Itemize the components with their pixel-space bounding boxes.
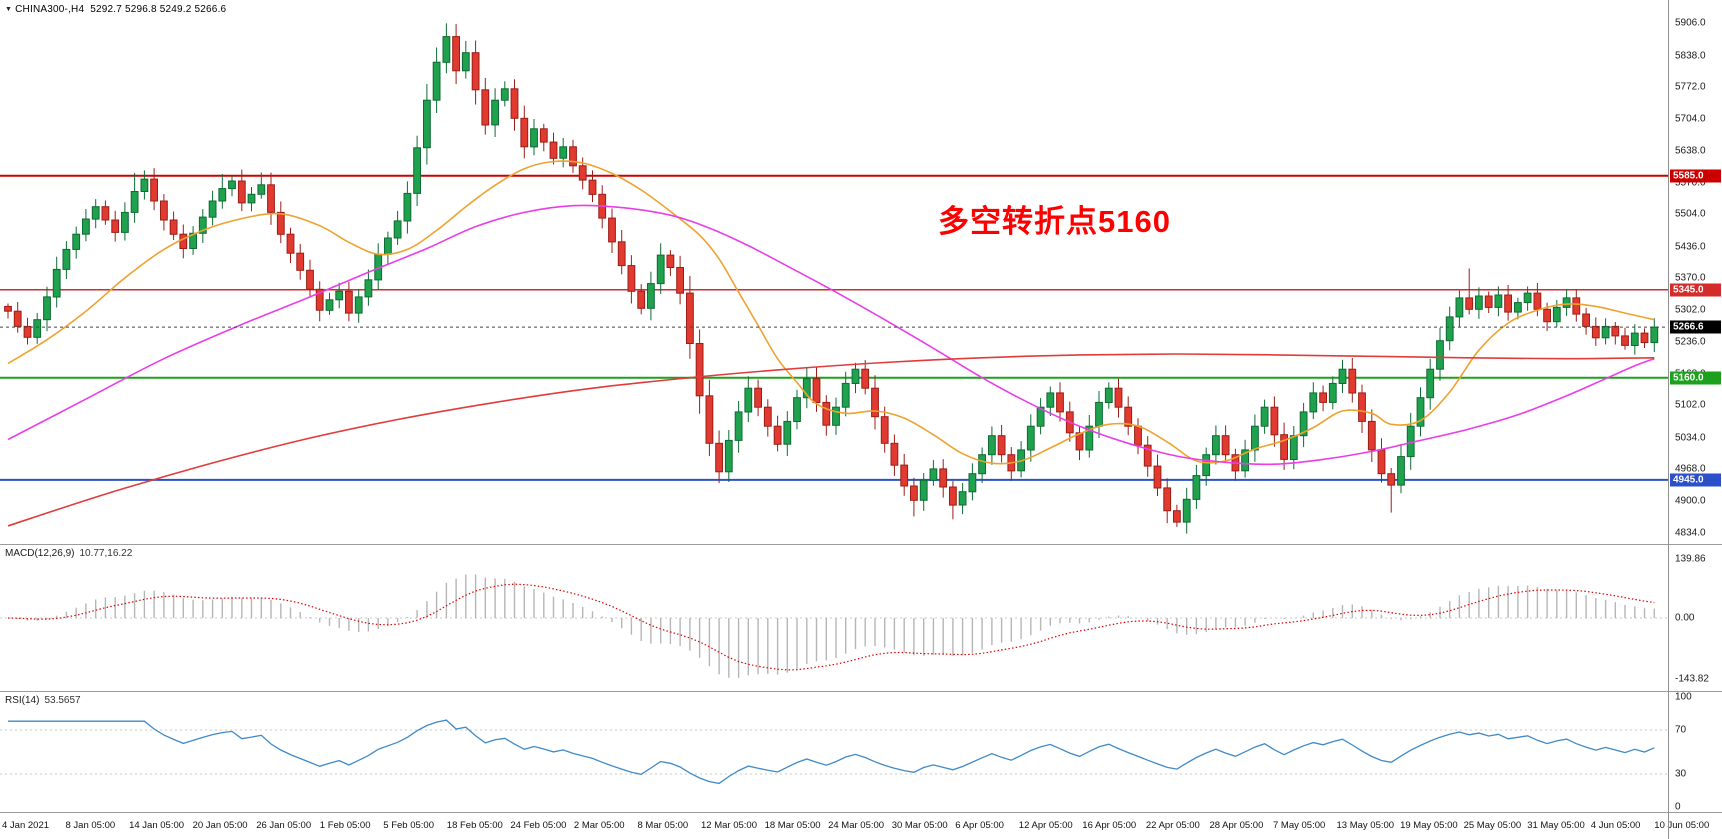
price-axis-label: 4968.0 xyxy=(1675,463,1706,475)
rsi-panel: RSI(14) 53.5657 100 70 30 0 xyxy=(0,692,1722,813)
macd-values: 10.77,16.22 xyxy=(79,548,133,559)
rsi-level-lines xyxy=(0,729,1668,775)
time-axis-label: 7 May 05:00 xyxy=(1273,820,1326,831)
main-chart-panel: ▼ CHINA300-,H4 5292.7 5296.8 5249.2 5266.6… xyxy=(0,0,1722,545)
rsi-value: 53.5657 xyxy=(44,695,81,706)
current-price-badge: 5266.6 xyxy=(1670,320,1721,334)
time-axis-label: 13 May 05:00 xyxy=(1336,820,1395,831)
price-axis-label: 5370.0 xyxy=(1675,272,1706,284)
price-axis-label: 5436.0 xyxy=(1675,241,1706,253)
price-level-badge: 5345.0 xyxy=(1670,283,1721,297)
price-axis-label: 5570.0 xyxy=(1675,177,1706,189)
price-axis-label: 5638.0 xyxy=(1675,145,1706,157)
time-axis[interactable]: 4 Jan 2021 8 Jan 05:00 14 Jan 05:00 20 Jan … xyxy=(0,813,1722,839)
time-axis-label: 26 Jan 05:00 xyxy=(256,820,312,831)
ma-medium-line xyxy=(7,204,1655,466)
time-axis-label: 4 Jan 2021 xyxy=(2,820,50,831)
rsi-axis-label: 100 xyxy=(1675,691,1692,703)
time-axis-label: 12 Mar 05:00 xyxy=(701,820,757,831)
rsi-label: RSI(14) 53.5657 xyxy=(5,695,81,706)
moving-average-lines xyxy=(7,160,1655,527)
time-axis-label: 28 Apr 05:00 xyxy=(1209,820,1264,831)
rsi-axis-label: 70 xyxy=(1675,724,1687,736)
macd-label: MACD(12,26,9) 10.77,16.22 xyxy=(5,548,132,559)
time-axis-label: 18 Mar 05:00 xyxy=(764,820,821,831)
symbol-name: CHINA300-,H4 xyxy=(15,4,85,15)
time-axis-label: 4 Jun 05:00 xyxy=(1590,820,1641,831)
time-axis-label: 24 Mar 05:00 xyxy=(828,820,885,831)
macd-axis-label: 139.86 xyxy=(1675,553,1706,565)
macd-panel: MACD(12,26,9) 10.77,16.22 139.86 0.00 -143.… xyxy=(0,545,1722,692)
price-axis-label: 5236.0 xyxy=(1675,336,1706,348)
time-axis-label: 14 Jan 05:00 xyxy=(129,820,185,831)
time-axis-label: 18 Feb 05:00 xyxy=(446,820,503,831)
support-resistance-lines xyxy=(0,174,1668,481)
symbol-dropdown-icon[interactable]: ▼ xyxy=(5,6,13,13)
macd-histogram xyxy=(17,574,1656,678)
macd-signal-line xyxy=(7,583,1655,671)
time-axis-label: 8 Jan 05:00 xyxy=(65,820,116,831)
time-axis-label: 31 May 05:00 xyxy=(1527,820,1585,831)
price-axis: 5906.0 5838.0 5772.0 5704.0 5638.0 5570.0 5504… xyxy=(1669,0,1722,544)
macd-chart-canvas[interactable] xyxy=(0,545,1668,691)
candles xyxy=(4,23,1659,534)
symbol-ohlc: 5292.7 5296.8 5249.2 5266.6 xyxy=(90,4,227,15)
price-axis-label: 4834.0 xyxy=(1675,527,1706,539)
price-axis-label: 5302.0 xyxy=(1675,304,1706,316)
time-axis-label: 8 Mar 05:00 xyxy=(637,820,689,831)
rsi-line xyxy=(8,719,1655,785)
time-axis-label: 24 Feb 05:00 xyxy=(510,820,567,831)
price-axis-label: 5906.0 xyxy=(1675,17,1706,29)
macd-axis: 139.86 0.00 -143.82 xyxy=(1669,545,1722,691)
price-axis-label: 5838.0 xyxy=(1675,50,1706,62)
price-level-badge: 4945.0 xyxy=(1670,473,1721,487)
rsi-axis-label: 0 xyxy=(1675,801,1681,813)
macd-axis-label: -143.82 xyxy=(1675,673,1709,685)
price-axis-label: 5504.0 xyxy=(1675,208,1706,220)
rsi-name: RSI(14) xyxy=(5,695,40,706)
price-chart-canvas[interactable] xyxy=(0,0,1668,544)
time-axis-label: 16 Apr 05:00 xyxy=(1082,820,1137,831)
price-axis-label: 5102.0 xyxy=(1675,399,1706,411)
price-axis-label: 5772.0 xyxy=(1675,81,1706,93)
axis-separator xyxy=(1668,0,1669,839)
rsi-axis: 100 70 30 0 xyxy=(1669,691,1722,813)
time-axis-label: 12 Apr 05:00 xyxy=(1018,820,1073,831)
price-level-badge: 5585.0 xyxy=(1670,169,1721,183)
rsi-chart-canvas[interactable] xyxy=(0,692,1668,812)
time-axis-label: 6 Apr 05:00 xyxy=(955,820,1004,831)
macd-name: MACD(12,26,9) xyxy=(5,548,75,559)
time-axis-label: 25 May 05:00 xyxy=(1463,820,1522,831)
ma-slow-line xyxy=(7,353,1655,527)
price-axis-label: 5034.0 xyxy=(1675,432,1706,444)
time-axis-label: 22 Apr 05:00 xyxy=(1145,820,1200,831)
time-axis-label: 2 Mar 05:00 xyxy=(573,820,625,831)
macd-axis-label: 0.00 xyxy=(1675,612,1695,624)
time-axis-label: 20 Jan 05:00 xyxy=(192,820,248,831)
symbol-info: ▼ CHINA300-,H4 5292.7 5296.8 5249.2 5266.6 xyxy=(5,4,226,15)
time-axis-label: 30 Mar 05:00 xyxy=(891,820,948,831)
price-axis-label: 5704.0 xyxy=(1675,113,1706,125)
time-axis-label: 19 May 05:00 xyxy=(1400,820,1458,831)
time-axis-label: 10 Jun 05:00 xyxy=(1654,820,1710,831)
time-axis-label: 5 Feb 05:00 xyxy=(383,820,435,831)
chart-annotation: 多空转折点5160 xyxy=(938,204,1171,239)
rsi-axis-label: 30 xyxy=(1675,768,1687,780)
ma-fast-line xyxy=(7,160,1655,465)
price-axis-label: 4900.0 xyxy=(1675,495,1706,507)
price-level-badge: 5160.0 xyxy=(1670,371,1721,385)
time-axis-label: 1 Feb 05:00 xyxy=(319,820,371,831)
